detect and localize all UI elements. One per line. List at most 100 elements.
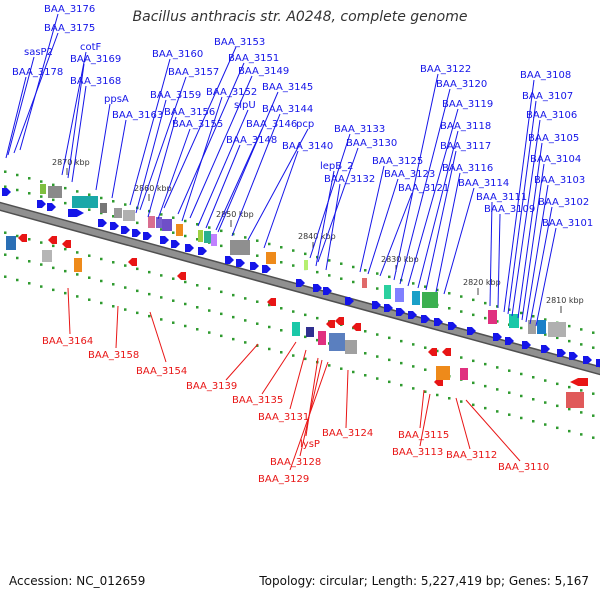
leader-line	[465, 399, 521, 462]
tick-mark	[88, 193, 91, 196]
tick-mark	[124, 308, 127, 311]
forward-gene-arrow	[323, 287, 332, 295]
gene-label: pcp	[296, 119, 314, 130]
tick-mark	[220, 312, 223, 316]
tick-mark	[148, 292, 151, 296]
tick-mark	[304, 357, 307, 361]
tick-mark	[184, 219, 187, 223]
forward-gene-arrow	[557, 349, 566, 357]
tick-mark	[388, 380, 391, 384]
tick-mark	[196, 238, 199, 241]
gene-label: BAA_3107	[522, 91, 573, 102]
feature-block	[412, 291, 420, 305]
gene-label: BAA_3151	[228, 53, 279, 64]
feature-block	[176, 224, 183, 236]
tick-mark	[508, 391, 511, 394]
tick-mark	[544, 401, 547, 404]
leader-line	[181, 96, 223, 222]
tick-mark	[160, 318, 163, 321]
tick-mark	[208, 287, 211, 290]
feature-block	[6, 236, 16, 250]
tick-mark	[592, 436, 595, 439]
tick-mark	[460, 356, 463, 359]
leader-line	[205, 144, 241, 229]
tick-mark	[4, 170, 7, 173]
forward-gene-arrow	[493, 333, 502, 341]
feature-block	[345, 340, 357, 354]
gene-label: BAA_3163	[112, 110, 163, 121]
leader-line	[525, 184, 549, 323]
tick-mark	[520, 326, 523, 330]
tick-mark	[412, 282, 415, 285]
gene-label: BAA_3108	[520, 70, 571, 81]
forward-gene-arrow	[110, 222, 119, 230]
forward-gene-arrow	[396, 308, 405, 316]
tick-mark	[256, 322, 259, 325]
gene-label: BAA_3111	[476, 192, 527, 203]
gene-label: BAA_3132	[324, 174, 375, 185]
tick-mark	[328, 364, 331, 367]
reverse-gene-arrow	[428, 348, 437, 356]
tick-mark	[172, 321, 175, 324]
tick-mark	[532, 376, 535, 379]
gene-label: BAA_3178	[12, 67, 63, 78]
tick-mark	[52, 183, 55, 187]
feature-block	[114, 208, 122, 218]
tick-mark	[364, 330, 367, 333]
leader-line	[443, 187, 475, 295]
tick-mark	[4, 275, 7, 278]
forward-gene-arrow	[408, 311, 417, 319]
gene-label: BAA_3120	[436, 79, 487, 90]
tick-mark	[472, 381, 475, 385]
forward-gene-arrow	[143, 232, 152, 240]
tick-mark	[280, 246, 283, 249]
leader-line	[507, 100, 537, 315]
genome-backbone	[0, 201, 600, 376]
leader-line	[247, 128, 309, 241]
tick-mark	[136, 221, 139, 225]
gene-label: BAA_3116	[442, 163, 493, 174]
tick-mark	[520, 372, 523, 376]
tick-mark	[496, 305, 499, 308]
leader-line	[325, 183, 341, 271]
gene-label: BAA_3121	[398, 183, 449, 194]
tick-mark	[520, 394, 523, 398]
forward-gene-arrow	[198, 247, 207, 255]
leader-line	[163, 46, 237, 209]
tick-mark	[364, 352, 367, 355]
tick-mark	[256, 300, 259, 303]
forward-gene-arrow	[583, 356, 592, 364]
gene-label: BAA_3123	[384, 169, 435, 180]
feature-block	[266, 252, 276, 264]
leader-line	[5, 76, 27, 159]
feature-block	[528, 320, 536, 334]
feature-block	[509, 314, 519, 328]
forward-gene-arrow	[185, 244, 194, 252]
tick-mark	[580, 389, 583, 392]
tick-mark	[184, 324, 187, 328]
gene-label: lepB_2	[320, 161, 354, 172]
leader-line	[435, 172, 461, 293]
tick-mark	[436, 349, 439, 353]
forward-gene-arrow	[541, 345, 550, 353]
tick-mark	[292, 264, 295, 267]
tick-mark	[100, 257, 103, 261]
tick-mark	[208, 226, 211, 229]
gene-label: BAA_3176	[44, 4, 95, 15]
forward-gene-arrow	[225, 256, 234, 264]
tick-mark	[376, 355, 379, 358]
tick-mark	[280, 351, 283, 354]
forward-gene-arrow	[37, 200, 46, 208]
reverse-gene-arrow	[570, 378, 588, 386]
gene-label: BAA_3130	[346, 138, 397, 149]
tick-mark	[316, 270, 319, 274]
scale-label: 2870 kbp	[52, 158, 90, 167]
reverse-gene-arrow	[352, 323, 361, 331]
scale-ticks	[4, 170, 595, 439]
gene-label: BAA_3118	[440, 121, 491, 132]
tick-mark	[112, 261, 115, 264]
tick-mark	[112, 283, 115, 286]
tick-mark	[448, 292, 451, 295]
leader-line	[289, 349, 307, 410]
forward-gene-arrow	[132, 229, 141, 237]
